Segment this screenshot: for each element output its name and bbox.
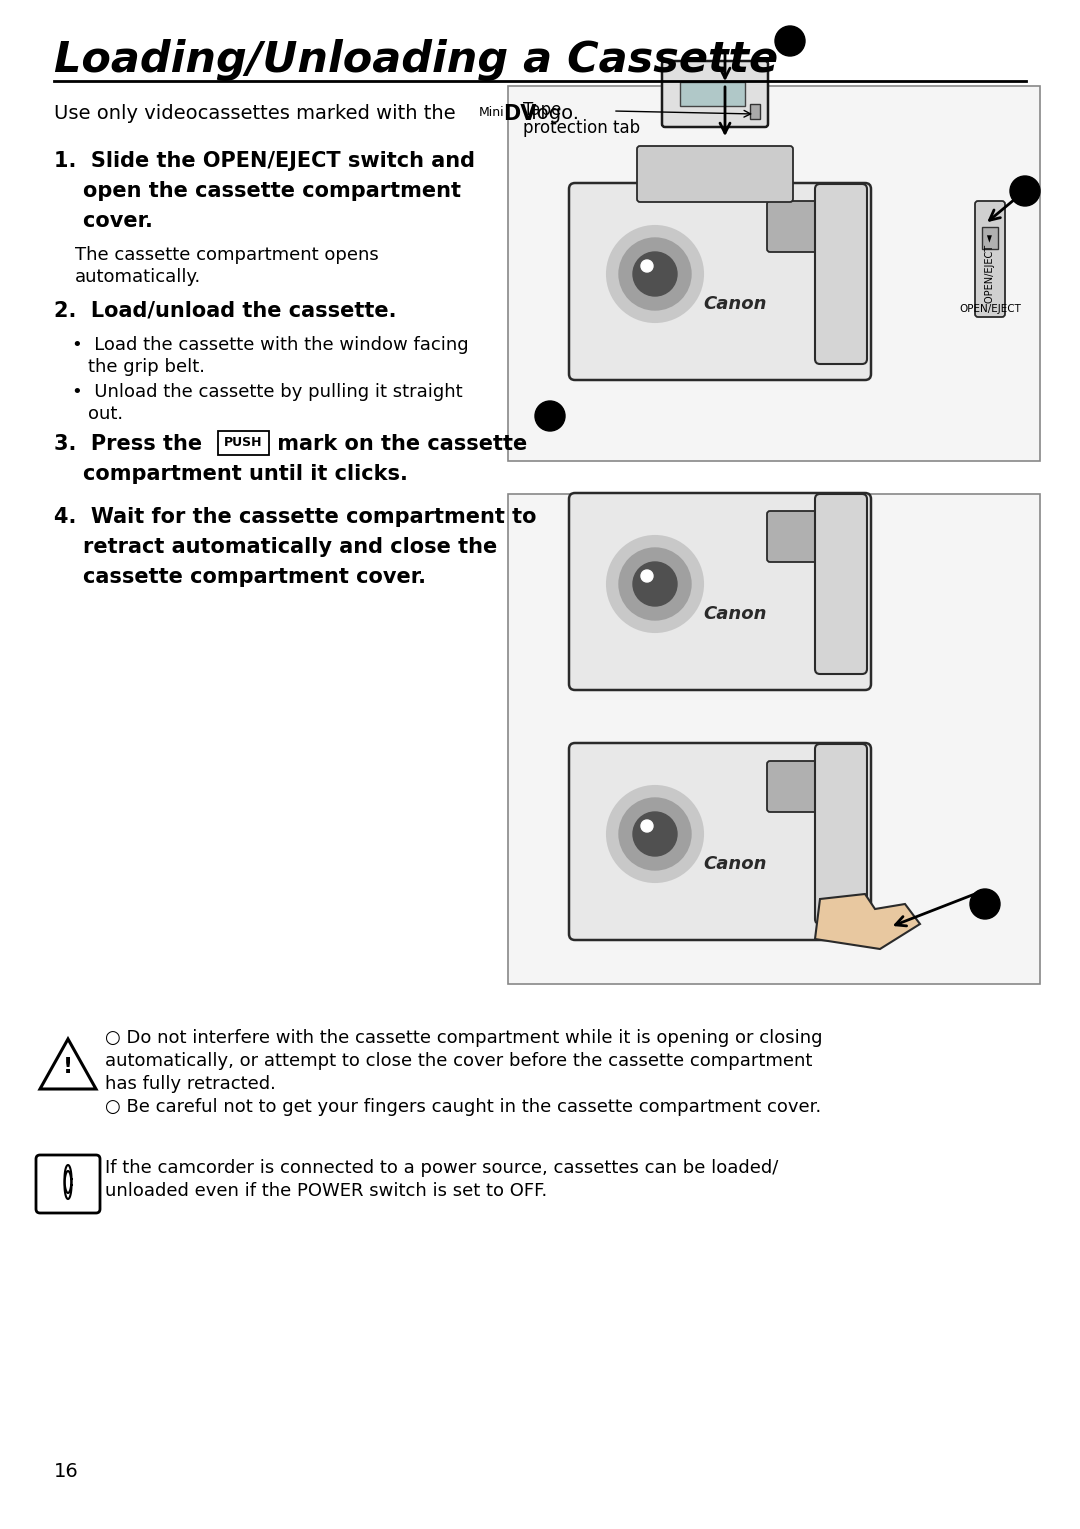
Text: open the cassette compartment: open the cassette compartment xyxy=(54,180,461,200)
Circle shape xyxy=(607,537,703,631)
FancyBboxPatch shape xyxy=(662,61,768,127)
Circle shape xyxy=(970,888,1000,919)
Text: out.: out. xyxy=(87,405,123,424)
Text: ○ Be careful not to get your fingers caught in the cassette compartment cover.: ○ Be careful not to get your fingers cau… xyxy=(105,1098,821,1116)
Text: The cassette compartment opens: The cassette compartment opens xyxy=(75,246,379,265)
Circle shape xyxy=(642,820,653,832)
Circle shape xyxy=(633,563,677,605)
FancyBboxPatch shape xyxy=(569,492,870,690)
Text: 3: 3 xyxy=(544,408,555,424)
Text: !: ! xyxy=(63,1057,73,1076)
FancyBboxPatch shape xyxy=(975,200,1005,317)
Text: Use only videocassettes marked with the: Use only videocassettes marked with the xyxy=(54,104,462,122)
Text: cassette compartment cover.: cassette compartment cover. xyxy=(54,567,426,587)
FancyBboxPatch shape xyxy=(767,511,843,563)
Circle shape xyxy=(633,252,677,297)
Text: retract automatically and close the: retract automatically and close the xyxy=(54,537,497,557)
Text: Canon: Canon xyxy=(703,295,767,313)
FancyBboxPatch shape xyxy=(767,200,843,252)
Text: 1: 1 xyxy=(1020,183,1030,199)
Circle shape xyxy=(633,812,677,856)
FancyBboxPatch shape xyxy=(767,761,843,812)
Text: automatically.: automatically. xyxy=(75,268,201,286)
Text: OPEN/EJECT: OPEN/EJECT xyxy=(959,304,1021,313)
Text: If the camcorder is connected to a power source, cassettes can be loaded/: If the camcorder is connected to a power… xyxy=(105,1159,779,1177)
Text: compartment until it clicks.: compartment until it clicks. xyxy=(54,463,408,485)
Bar xyxy=(508,494,1040,985)
FancyBboxPatch shape xyxy=(569,183,870,381)
Text: Loading/Unloading a Cassette: Loading/Unloading a Cassette xyxy=(54,40,778,81)
Text: 1.  Slide the OPEN/EJECT switch and: 1. Slide the OPEN/EJECT switch and xyxy=(54,151,475,171)
Circle shape xyxy=(1010,176,1040,206)
FancyBboxPatch shape xyxy=(815,183,867,364)
Text: logo.: logo. xyxy=(525,104,579,122)
FancyBboxPatch shape xyxy=(36,1154,100,1212)
Text: automatically, or attempt to close the cover before the cassette compartment: automatically, or attempt to close the c… xyxy=(105,1052,812,1070)
Polygon shape xyxy=(815,894,920,950)
Text: Canon: Canon xyxy=(703,855,767,873)
Text: 4: 4 xyxy=(980,896,990,911)
FancyBboxPatch shape xyxy=(815,494,867,674)
Text: has fully retracted.: has fully retracted. xyxy=(105,1075,275,1093)
FancyBboxPatch shape xyxy=(815,745,867,924)
Circle shape xyxy=(607,226,703,323)
Text: unloaded even if the POWER switch is set to OFF.: unloaded even if the POWER switch is set… xyxy=(105,1182,548,1200)
Text: Mini: Mini xyxy=(480,106,504,119)
FancyBboxPatch shape xyxy=(217,431,269,454)
Text: PUSH: PUSH xyxy=(224,436,262,450)
Circle shape xyxy=(535,401,565,431)
Text: 2: 2 xyxy=(785,34,795,49)
FancyBboxPatch shape xyxy=(637,145,793,202)
Text: OPEN/EJECT ◄: OPEN/EJECT ◄ xyxy=(985,234,995,303)
Text: •  Unload the cassette by pulling it straight: • Unload the cassette by pulling it stra… xyxy=(72,382,462,401)
Text: 4.  Wait for the cassette compartment to: 4. Wait for the cassette compartment to xyxy=(54,508,537,528)
Text: •  Load the cassette with the window facing: • Load the cassette with the window faci… xyxy=(72,336,469,355)
FancyBboxPatch shape xyxy=(569,743,870,940)
Text: 16: 16 xyxy=(54,1462,79,1482)
Bar xyxy=(750,104,760,119)
Text: protection tab: protection tab xyxy=(523,119,640,138)
Text: 2.  Load/unload the cassette.: 2. Load/unload the cassette. xyxy=(54,301,396,321)
Text: ○ Do not interfere with the cassette compartment while it is opening or closing: ○ Do not interfere with the cassette com… xyxy=(105,1029,823,1047)
Circle shape xyxy=(642,570,653,583)
Text: 3.  Press the: 3. Press the xyxy=(54,434,210,454)
Text: the grip belt.: the grip belt. xyxy=(87,358,205,376)
Text: Tape: Tape xyxy=(523,101,562,119)
Bar xyxy=(982,226,998,249)
Bar xyxy=(508,86,1040,462)
Circle shape xyxy=(607,786,703,882)
Polygon shape xyxy=(40,1040,96,1089)
Bar xyxy=(680,83,745,106)
Circle shape xyxy=(619,239,691,310)
Circle shape xyxy=(619,798,691,870)
Text: cover.: cover. xyxy=(54,211,153,231)
Text: Canon: Canon xyxy=(703,605,767,622)
Circle shape xyxy=(619,547,691,619)
Text: mark on the cassette: mark on the cassette xyxy=(270,434,527,454)
Text: DV: DV xyxy=(503,104,537,124)
Circle shape xyxy=(642,260,653,272)
Circle shape xyxy=(775,26,805,57)
